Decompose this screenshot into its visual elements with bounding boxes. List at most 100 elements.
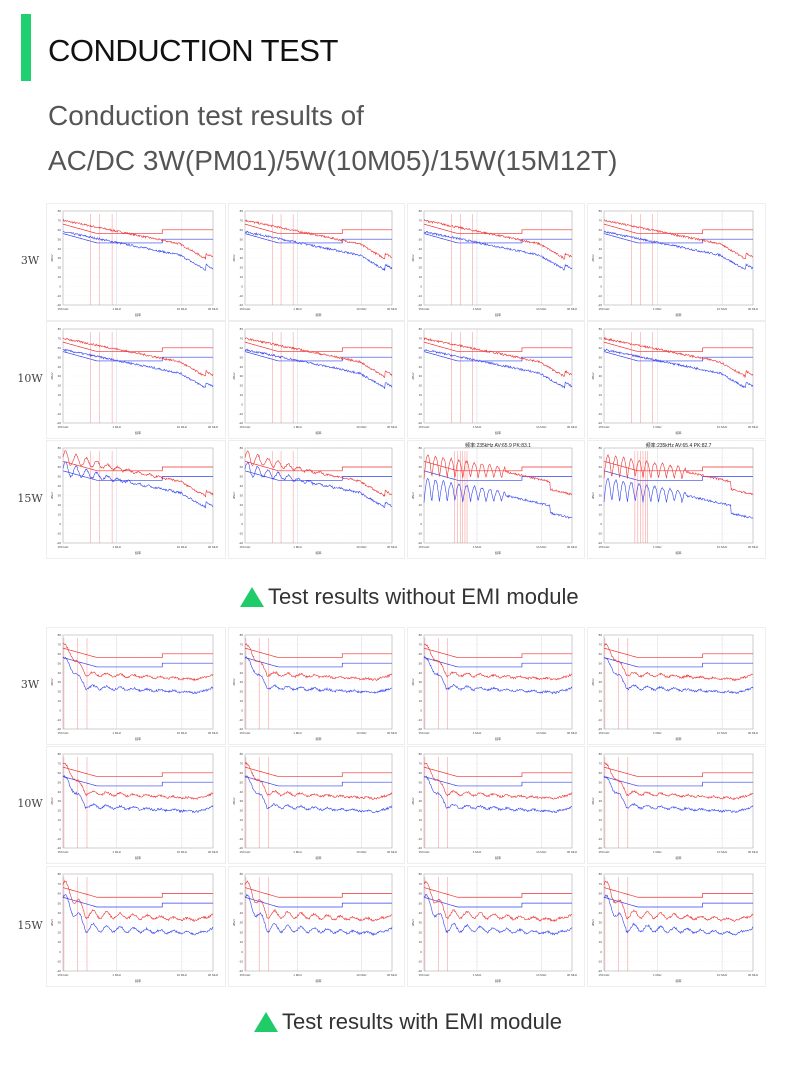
av-limit-line <box>423 896 572 908</box>
peak-trace <box>244 450 393 497</box>
emi-chart: 80 70 60 50 40 30 20 10 0 -10 -20 150 kHz 1 MHz 10 MH… <box>46 746 226 864</box>
y-tick-label: 50 <box>419 475 423 479</box>
y-tick-label: 20 <box>240 930 244 934</box>
y-tick-label: 0 <box>59 284 61 288</box>
y-tick-label: 30 <box>599 921 603 925</box>
x-tick-label: 10 MHz <box>177 973 188 977</box>
x-axis-label: 频率 <box>495 855 501 860</box>
y-tick-label: -20 <box>418 303 423 307</box>
y-tick-label: 50 <box>240 780 244 784</box>
x-tick-label: 150 kHz <box>598 307 610 311</box>
x-axis-label: 频率 <box>315 550 321 555</box>
y-axis-label: dBuV <box>411 797 415 804</box>
average-trace <box>62 461 214 509</box>
y-tick-label: 0 <box>241 522 243 526</box>
x-axis-label: 频率 <box>495 978 501 983</box>
plot-frame <box>423 873 573 972</box>
x-tick-label: 150 kHz <box>598 850 610 854</box>
y-tick-label: 40 <box>58 365 62 369</box>
y-axis-label: dBuV <box>411 919 415 926</box>
peak-trace <box>603 336 754 379</box>
y-tick-label: 10 <box>419 818 423 822</box>
y-tick-label: -20 <box>57 727 62 731</box>
y-tick-label: 70 <box>240 882 244 886</box>
av-limit-line <box>244 776 392 787</box>
average-trace <box>423 349 573 389</box>
y-tick-label: 50 <box>599 901 603 905</box>
x-tick-label: 150 kHz <box>598 973 610 977</box>
y-tick-label: 10 <box>58 818 62 822</box>
y-tick-label: -20 <box>598 846 603 850</box>
y-tick-label: 0 <box>59 402 61 406</box>
average-trace <box>603 775 754 813</box>
x-tick-label: 30 MHz <box>748 307 759 311</box>
y-tick-label: -10 <box>239 960 244 964</box>
y-tick-label: 0 <box>600 950 602 954</box>
y-tick-label: -10 <box>239 412 244 416</box>
y-tick-label: -20 <box>239 421 244 425</box>
average-trace <box>62 348 214 389</box>
x-axis-label: 频率 <box>495 430 501 435</box>
x-tick-label: 1 MHz <box>473 307 482 311</box>
av-limit-line <box>62 351 213 362</box>
peak-trace <box>62 643 214 682</box>
y-tick-label: -20 <box>598 727 603 731</box>
av-limit-line <box>244 233 392 244</box>
y-tick-label: 20 <box>599 503 603 507</box>
x-tick-label: 1 MHz <box>473 973 482 977</box>
y-tick-label: 20 <box>240 690 244 694</box>
y-tick-label: -10 <box>239 294 244 298</box>
y-tick-label: -10 <box>598 294 603 298</box>
row-label: 3W <box>20 678 40 691</box>
x-tick-label: 150 kHz <box>239 307 251 311</box>
av-limit-line <box>603 351 753 362</box>
x-tick-label: 30 MHz <box>748 425 759 429</box>
triangle-icon <box>254 1012 278 1032</box>
av-limit-line <box>62 233 213 244</box>
qp-limit-line <box>244 223 392 234</box>
emi-chart: 80 70 60 50 40 30 20 10 0 -10 -20 150 kHz 1 MHz 10 MH… <box>407 321 585 439</box>
peak-trace <box>244 880 393 922</box>
peak-trace <box>245 219 393 260</box>
y-tick-label: 50 <box>599 475 603 479</box>
caption-text: Test results with EMI module <box>282 1009 562 1034</box>
y-tick-label: 30 <box>419 680 423 684</box>
emi-chart: 80 70 60 50 40 30 20 10 0 -10 -20 150 kHz 1 MHz 10 MH… <box>587 321 766 439</box>
y-tick-label: -10 <box>57 837 62 841</box>
y-tick-label: 10 <box>240 275 244 279</box>
y-tick-label: -10 <box>418 294 423 298</box>
peak-trace <box>423 643 573 681</box>
av-limit-line <box>603 776 753 787</box>
x-tick-label: 1 MHz <box>112 973 121 977</box>
y-tick-label: 0 <box>420 827 422 831</box>
plot-frame <box>244 753 393 849</box>
y-tick-label: 30 <box>240 680 244 684</box>
x-tick-label: 10 MHz <box>356 850 367 854</box>
y-tick-label: -20 <box>239 303 244 307</box>
y-tick-label: 10 <box>58 393 62 397</box>
peak-trace <box>62 880 214 922</box>
peak-trace <box>603 642 754 682</box>
emi-chart: 80 70 60 50 40 30 20 10 0 -10 -20 150 kHz 1 MHz 10 MH… <box>407 203 585 321</box>
av-limit-line <box>62 657 213 668</box>
average-trace <box>423 230 573 271</box>
y-tick-label: 30 <box>599 256 603 260</box>
y-tick-label: 0 <box>241 284 243 288</box>
x-tick-label: 150 kHz <box>239 731 251 735</box>
x-tick-label: 1 MHz <box>653 731 662 735</box>
average-trace <box>244 462 393 509</box>
y-tick-label: 50 <box>240 475 244 479</box>
emi-chart: 80 70 60 50 40 30 20 10 0 -10 -20 150 kHz 1 MHz 10 MH… <box>46 627 226 745</box>
y-tick-label: 40 <box>58 790 62 794</box>
x-tick-label: 150 kHz <box>418 731 430 735</box>
y-tick-label: -20 <box>239 727 244 731</box>
chart-annotation: 频率:235kHz AV:65.9 PK:83.1 <box>465 442 531 449</box>
x-axis-label: 频率 <box>135 550 141 555</box>
y-tick-label: 30 <box>599 799 603 803</box>
x-tick-label: 10 MHz <box>356 307 367 311</box>
av-limit-line <box>62 470 213 481</box>
x-tick-label: 1 MHz <box>112 425 121 429</box>
x-tick-label: 150 kHz <box>418 545 430 549</box>
y-tick-label: 20 <box>58 266 62 270</box>
y-tick-label: -20 <box>418 969 423 973</box>
